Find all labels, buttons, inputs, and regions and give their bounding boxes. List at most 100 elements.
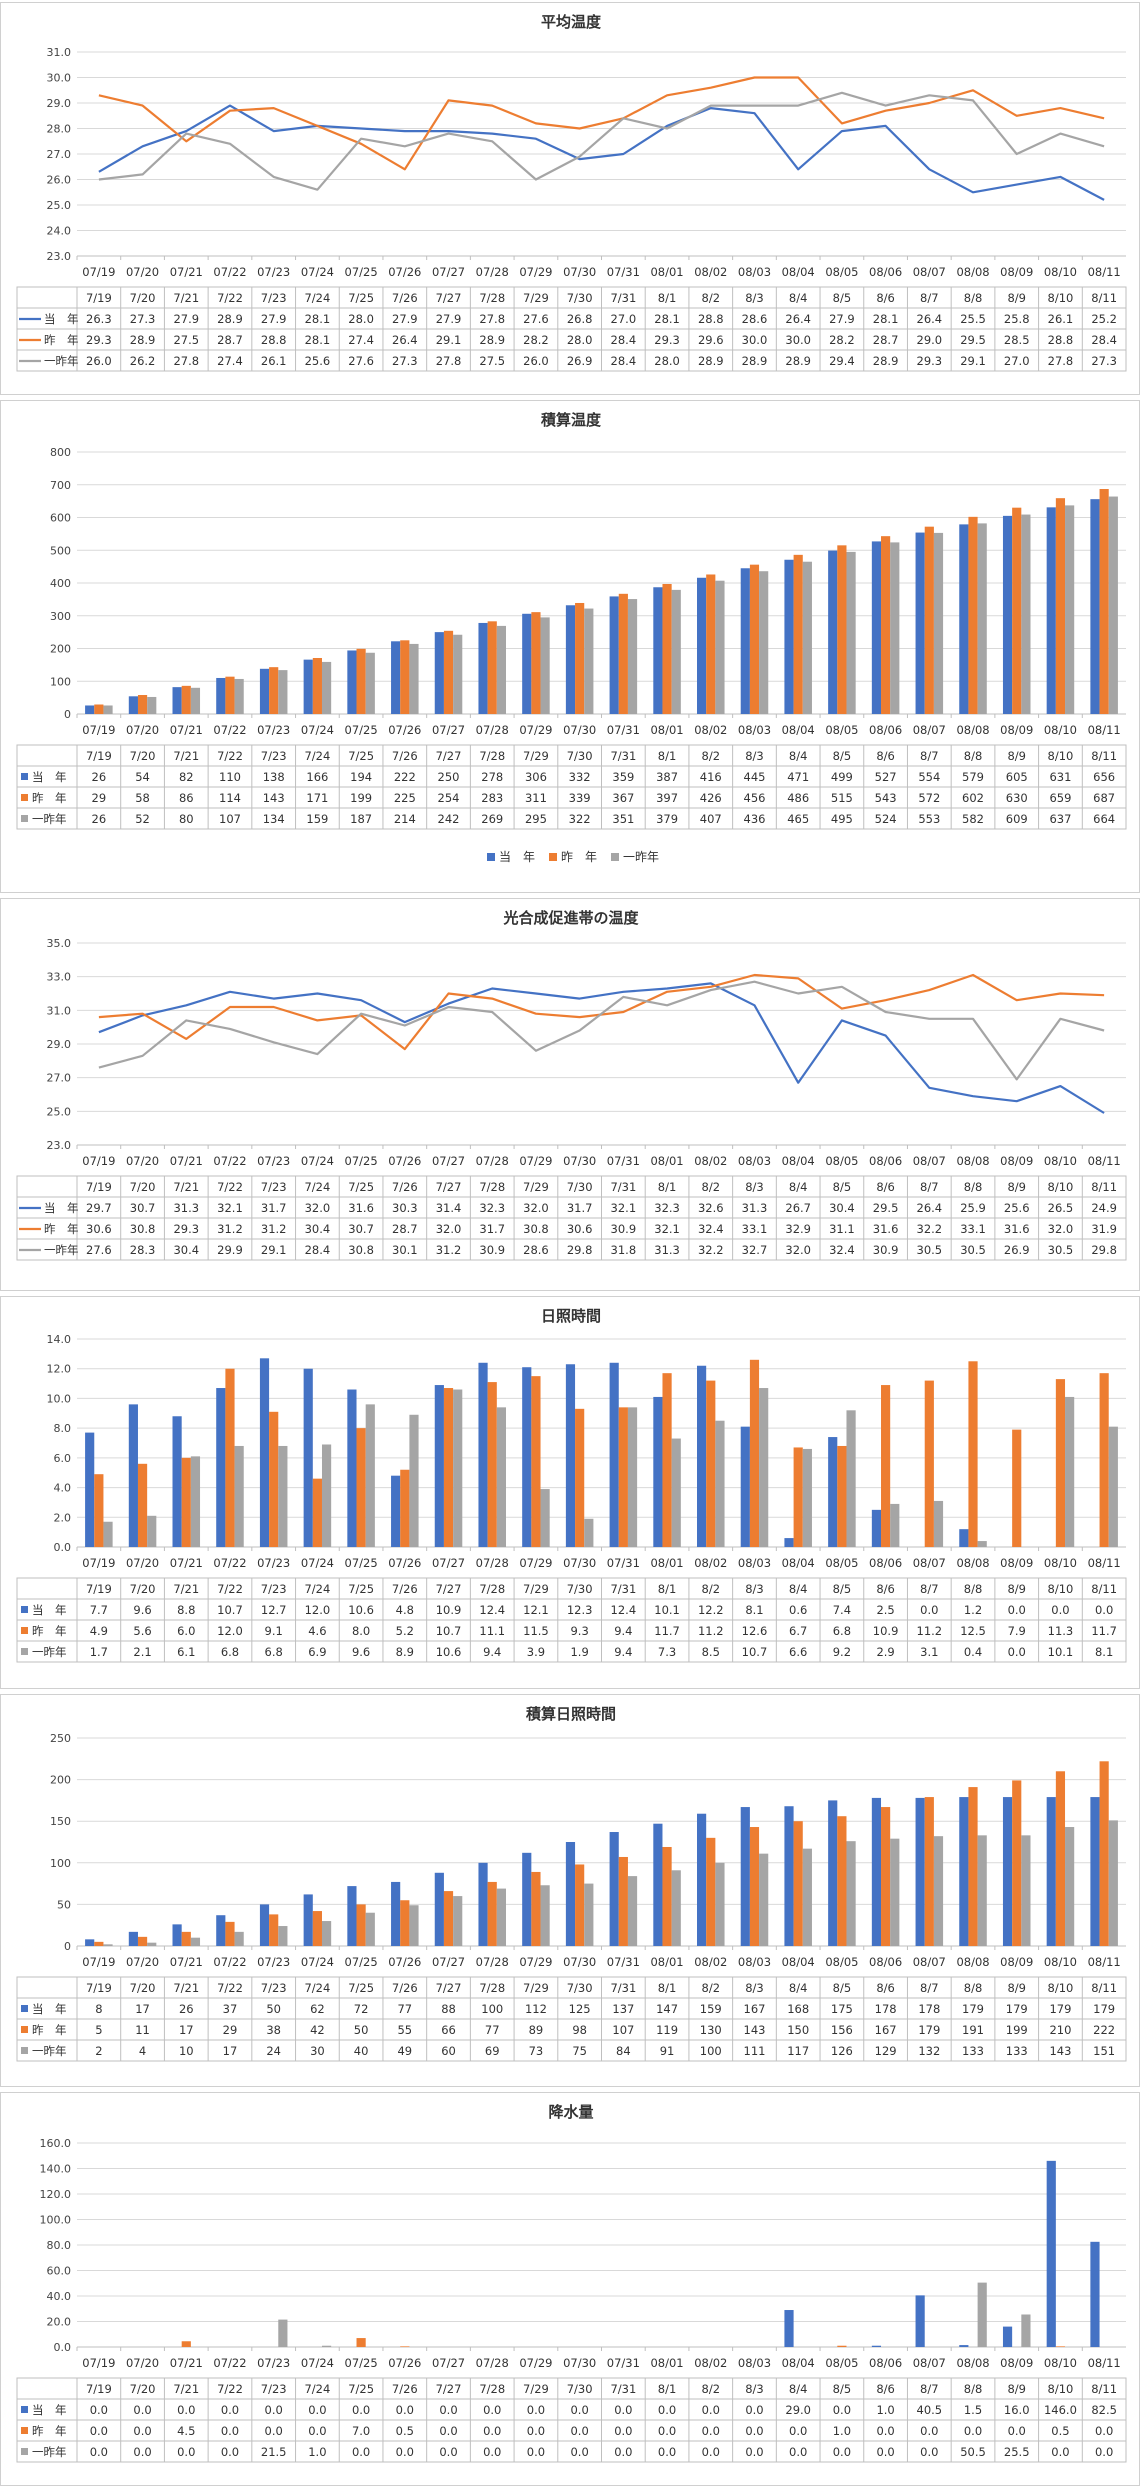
bar-series-2: [837, 2345, 847, 2347]
bar-series-1: [828, 550, 838, 714]
table-date-label: 7/26: [392, 749, 418, 763]
table-value: 9.2: [833, 1645, 851, 1659]
x-tick-label: 08/05: [825, 1154, 858, 1168]
table-value: 72: [354, 2002, 369, 2016]
table-value: 28.6: [523, 1243, 549, 1257]
table-date-label: 8/10: [1048, 749, 1074, 763]
x-tick-label: 07/21: [170, 1556, 203, 1570]
x-tick-label: 07/27: [432, 1556, 465, 1570]
table-value: 28.9: [698, 354, 724, 368]
table-value: 29.9: [217, 1243, 243, 1257]
x-tick-label: 07/25: [345, 265, 378, 279]
x-tick-label: 07/20: [126, 1556, 159, 1570]
table-value: 29.6: [698, 333, 724, 347]
x-tick-label: 08/03: [738, 723, 771, 737]
table-value: 32.0: [436, 1222, 462, 1236]
table-date-label: 7/27: [436, 2382, 462, 2396]
table-value: 0.0: [439, 2403, 457, 2417]
table-value: 29: [223, 2023, 238, 2037]
x-tick-label: 07/22: [213, 723, 246, 737]
table-date-label: 8/9: [1007, 1981, 1026, 1995]
table-value: 30.8: [130, 1222, 156, 1236]
bar-series-2: [181, 2341, 191, 2347]
table-value: 1.7: [90, 1645, 108, 1659]
x-tick-label: 07/29: [519, 2356, 552, 2370]
table-value: 254: [438, 791, 460, 805]
legend-key-1: [21, 2406, 28, 2413]
table-date-label: 8/2: [702, 1180, 721, 1194]
x-tick-label: 07/19: [82, 723, 115, 737]
table-value: 28.9: [217, 312, 243, 326]
table-value: 31.7: [567, 1201, 593, 1215]
table-value: 359: [612, 770, 634, 784]
bar-series-1: [522, 1367, 532, 1547]
table-value: 29.3: [173, 1222, 199, 1236]
table-value: 0.0: [90, 2445, 108, 2459]
table-date-label: 8/11: [1091, 1180, 1117, 1194]
bar-series-1: [784, 1806, 794, 1946]
table-value: 0.0: [876, 2445, 894, 2459]
series-name: 当 年: [44, 312, 79, 326]
bar-series-2: [225, 1368, 235, 1547]
table-date-label: 7/25: [348, 291, 374, 305]
table-value: 167: [744, 2002, 766, 2016]
bar-series-3: [365, 1404, 375, 1547]
table-value: 178: [918, 2002, 940, 2016]
table-value: 30.4: [305, 1222, 331, 1236]
x-tick-label: 08/09: [1000, 1154, 1033, 1168]
table-value: 0.0: [876, 2424, 894, 2438]
bar-series-3: [802, 1448, 812, 1547]
x-tick-label: 08/11: [1088, 723, 1121, 737]
x-tick-label: 08/08: [956, 1556, 989, 1570]
series-name: 昨 年: [44, 333, 79, 347]
x-tick-label: 07/24: [301, 1556, 334, 1570]
x-tick-label: 07/23: [257, 1556, 290, 1570]
table-value: 31.7: [479, 1222, 505, 1236]
table-date-label: 8/1: [658, 1981, 677, 1995]
bar-series-2: [1055, 1379, 1066, 1547]
bar-series-1: [216, 1388, 226, 1547]
y-tick-label: 400: [50, 577, 71, 590]
bar-series-2: [269, 1411, 279, 1547]
table-value: 26: [92, 812, 107, 826]
table-value: 27.3: [392, 354, 418, 368]
series-name: 当 年: [32, 1603, 67, 1617]
chart-title: 積算温度: [540, 411, 602, 429]
bar-series-1: [1046, 2160, 1056, 2347]
x-tick-label: 08/02: [694, 265, 727, 279]
table-value: 156: [831, 2023, 853, 2037]
series-name: 一昨年: [32, 2445, 67, 2459]
table-value: 28.0: [348, 312, 374, 326]
table-date-label: 7/30: [567, 749, 593, 763]
table-value: 150: [787, 2023, 809, 2037]
bar-series-3: [977, 1541, 987, 1547]
y-tick-label: 25.0: [47, 1105, 72, 1118]
table-date-label: 7/28: [479, 749, 505, 763]
table-date-label: 7/25: [348, 1981, 374, 1995]
bar-series-1: [871, 1797, 882, 1946]
table-value: 30.1: [392, 1243, 418, 1257]
chart-title: 積算日照時間: [525, 1705, 616, 1723]
table-value: 179: [1049, 2002, 1071, 2016]
table-value: 9.1: [265, 1624, 283, 1638]
table-value: 0.0: [702, 2445, 720, 2459]
bar-series-2: [225, 1921, 235, 1946]
series-name: 昨 年: [32, 2023, 67, 2037]
bar-series-1: [565, 1842, 576, 1946]
table-value: 0.0: [920, 2445, 938, 2459]
table-value: 31.3: [654, 1243, 680, 1257]
bar-series-3: [933, 532, 944, 714]
y-tick-label: 0.0: [54, 2341, 72, 2354]
table-value: 27.9: [829, 312, 855, 326]
bar-series-2: [94, 1941, 104, 1946]
table-date-label: 8/6: [876, 2382, 895, 2396]
legend-label: 当 年: [499, 850, 535, 864]
bar-series-2: [443, 630, 454, 714]
x-tick-label: 07/31: [607, 1556, 640, 1570]
bar-series-3: [759, 1388, 769, 1547]
table-date-label: 8/5: [833, 749, 852, 763]
x-tick-label: 08/10: [1044, 1955, 1077, 1969]
bar-series-3: [759, 1853, 769, 1946]
table-value: 147: [656, 2002, 678, 2016]
